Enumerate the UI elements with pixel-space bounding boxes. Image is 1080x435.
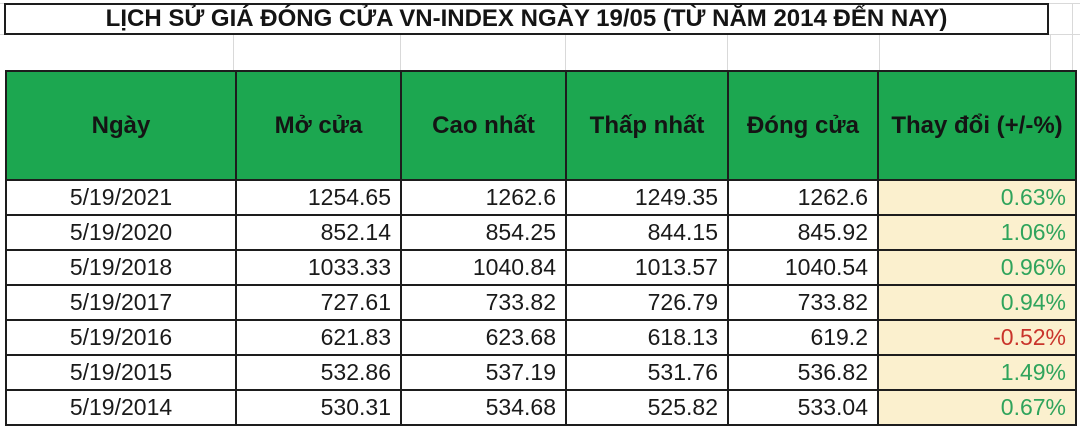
low-cell: 618.13: [565, 319, 729, 356]
low-cell: 844.15: [565, 214, 729, 251]
date-cell: 5/19/2020: [5, 214, 237, 251]
header-change: Thay đổi (+/-%): [877, 70, 1077, 181]
low-cell: 525.82: [565, 389, 729, 426]
change-cell: 0.67%: [877, 389, 1077, 426]
gridline: [1072, 3, 1073, 70]
table-row: 5/19/2016 621.83 623.68 618.13 619.2 -0.52%: [5, 319, 1077, 356]
table-row: 5/19/2017 727.61 733.82 726.79 733.82 0.94%: [5, 284, 1077, 321]
open-cell: 1254.65: [235, 179, 402, 216]
change-cell: -0.52%: [877, 319, 1077, 356]
header-high: Cao nhất: [400, 70, 567, 181]
open-cell: 621.83: [235, 319, 402, 356]
date-cell: 5/19/2017: [5, 284, 237, 321]
close-cell: 845.92: [727, 214, 879, 251]
date-cell: 5/19/2018: [5, 249, 237, 286]
table-body: 5/19/2021 1254.65 1262.6 1249.35 1262.6 0.63%…: [5, 179, 1077, 426]
price-history-table: Ngày Mở cửa Cao nhất Thấp nhất Đóng cửa …: [5, 70, 1077, 426]
date-cell: 5/19/2015: [5, 354, 237, 391]
change-cell: 0.63%: [877, 179, 1077, 216]
open-cell: 852.14: [235, 214, 402, 251]
open-cell: 727.61: [235, 284, 402, 321]
header-low: Thấp nhất: [565, 70, 729, 181]
close-cell: 733.82: [727, 284, 879, 321]
high-cell: 534.68: [400, 389, 567, 426]
date-cell: 5/19/2016: [5, 319, 237, 356]
high-cell: 1262.6: [400, 179, 567, 216]
header-open: Mở cửa: [235, 70, 402, 181]
date-cell: 5/19/2021: [5, 179, 237, 216]
header-date: Ngày: [5, 70, 237, 181]
gridline: [233, 35, 234, 70]
close-cell: 619.2: [727, 319, 879, 356]
close-cell: 1040.54: [727, 249, 879, 286]
low-cell: 531.76: [565, 354, 729, 391]
open-cell: 530.31: [235, 389, 402, 426]
gridline: [565, 35, 566, 70]
open-cell: 532.86: [235, 354, 402, 391]
change-cell: 0.96%: [877, 249, 1077, 286]
change-cell: 1.06%: [877, 214, 1077, 251]
high-cell: 537.19: [400, 354, 567, 391]
table-row: 5/19/2021 1254.65 1262.6 1249.35 1262.6 0.63%: [5, 179, 1077, 216]
high-cell: 733.82: [400, 284, 567, 321]
open-cell: 1033.33: [235, 249, 402, 286]
low-cell: 1249.35: [565, 179, 729, 216]
date-cell: 5/19/2014: [5, 389, 237, 426]
close-cell: 536.82: [727, 354, 879, 391]
gridline: [879, 35, 880, 70]
close-cell: 533.04: [727, 389, 879, 426]
low-cell: 1013.57: [565, 249, 729, 286]
low-cell: 726.79: [565, 284, 729, 321]
high-cell: 623.68: [400, 319, 567, 356]
table-row: 5/19/2014 530.31 534.68 525.82 533.04 0.67%: [5, 389, 1077, 426]
gridline: [727, 35, 728, 70]
table-title: LỊCH SỬ GIÁ ĐÓNG CỬA VN-INDEX NGÀY 19/05…: [4, 3, 1049, 35]
table-header-row: Ngày Mở cửa Cao nhất Thấp nhất Đóng cửa …: [5, 70, 1077, 181]
high-cell: 854.25: [400, 214, 567, 251]
gridline: [400, 35, 401, 70]
high-cell: 1040.84: [400, 249, 567, 286]
change-cell: 1.49%: [877, 354, 1077, 391]
table-row: 5/19/2020 852.14 854.25 844.15 845.92 1.06%: [5, 214, 1077, 251]
change-cell: 0.94%: [877, 284, 1077, 321]
header-close: Đóng cửa: [727, 70, 879, 181]
table-row: 5/19/2018 1033.33 1040.84 1013.57 1040.54 0.9…: [5, 249, 1077, 286]
close-cell: 1262.6: [727, 179, 879, 216]
table-row: 5/19/2015 532.86 537.19 531.76 536.82 1.49%: [5, 354, 1077, 391]
gridline: [1050, 35, 1051, 70]
